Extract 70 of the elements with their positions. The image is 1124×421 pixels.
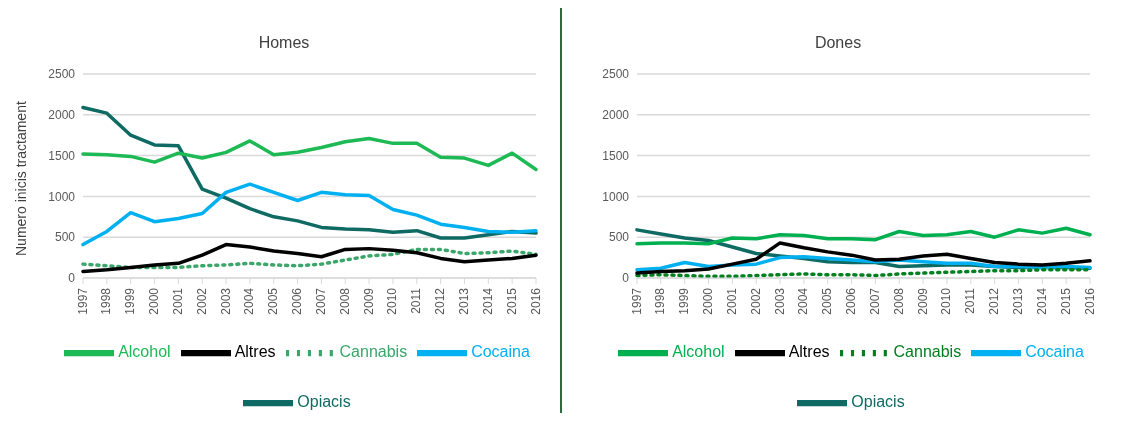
x-tick-label: 2001 <box>170 287 185 315</box>
legend-label: Altres <box>234 343 276 361</box>
x-tick-label: 2012 <box>987 287 1002 315</box>
y-tick-label: 2000 <box>48 108 76 123</box>
legend-label: Cannabis <box>893 343 962 361</box>
x-tick-label: 2015 <box>1058 287 1073 315</box>
legend-label: Cannabis <box>339 343 408 361</box>
line-series <box>81 136 538 172</box>
x-tick-label: 2003 <box>218 287 233 315</box>
x-tick-label: 2000 <box>147 287 162 315</box>
y-tick-label: 2500 <box>602 67 630 82</box>
chart-title: Dones <box>813 33 863 53</box>
x-tick-label: 2006 <box>844 287 859 315</box>
x-tick-label: 2001 <box>724 287 739 315</box>
x-tick-label: 2009 <box>361 287 376 315</box>
legend-label: Alcohol <box>672 343 725 361</box>
y-tick-label: 500 <box>54 230 76 245</box>
x-tick-label: 2014 <box>1034 287 1049 315</box>
legend-label: Altres <box>788 343 830 361</box>
x-tick-label: 2005 <box>820 287 835 315</box>
x-tick-label: 2008 <box>891 287 906 315</box>
legend-label: Cocaina <box>471 343 530 361</box>
legend-label: Alcohol <box>118 343 171 361</box>
x-tick-label: 2002 <box>194 287 209 315</box>
y-tick-label: 0 <box>68 271 76 286</box>
x-tick-label: 2007 <box>313 287 328 315</box>
chart-title: Homes <box>257 33 311 53</box>
x-tick-label: 2016 <box>528 287 543 315</box>
legend-label: Opiacis <box>297 393 351 411</box>
y-axis-title: Numero inicis tractament <box>12 101 29 256</box>
x-tick-label: 2005 <box>266 287 281 315</box>
x-tick-label: 2010 <box>939 287 954 315</box>
x-tick-label: 1998 <box>99 287 114 315</box>
x-tick-label: 2004 <box>242 287 257 315</box>
x-tick-label: 1997 <box>75 287 90 315</box>
x-tick-label: 2000 <box>701 287 716 315</box>
x-tick-label: 2014 <box>480 287 495 315</box>
x-tick-label: 2006 <box>290 287 305 315</box>
line-series <box>81 105 538 240</box>
x-tick-label: 2009 <box>915 287 930 315</box>
x-tick-label: 2012 <box>433 287 448 315</box>
line-series <box>635 226 1092 246</box>
line-series <box>635 241 1092 275</box>
x-tick-label: 2016 <box>1082 287 1097 315</box>
y-tick-label: 1500 <box>602 148 630 163</box>
y-tick-label: 2000 <box>602 108 630 123</box>
line-series <box>81 182 538 247</box>
x-tick-label: 1998 <box>653 287 668 315</box>
y-tick-label: 0 <box>622 271 630 286</box>
x-tick-label: 1999 <box>123 287 138 315</box>
x-tick-label: 2007 <box>867 287 882 315</box>
y-tick-label: 2500 <box>48 67 76 82</box>
x-tick-label: 2004 <box>796 287 811 315</box>
x-tick-label: 2015 <box>504 287 519 315</box>
x-tick-label: 2002 <box>748 287 763 315</box>
y-tick-label: 1000 <box>602 189 630 204</box>
x-tick-label: 2008 <box>337 287 352 315</box>
x-tick-label: 2011 <box>963 287 978 314</box>
y-tick-label: 1000 <box>48 189 76 204</box>
legend-label: Cocaina <box>1025 343 1084 361</box>
x-tick-label: 1999 <box>677 287 692 315</box>
legend-label: Opiacis <box>851 393 905 411</box>
x-tick-label: 2013 <box>456 287 471 315</box>
y-tick-label: 1500 <box>48 148 76 163</box>
x-tick-label: 2013 <box>1010 287 1025 315</box>
x-tick-label: 2011 <box>409 287 424 314</box>
y-tick-label: 500 <box>608 230 630 245</box>
x-tick-label: 1997 <box>629 287 644 315</box>
x-tick-label: 2010 <box>385 287 400 315</box>
x-tick-label: 2003 <box>772 287 787 315</box>
